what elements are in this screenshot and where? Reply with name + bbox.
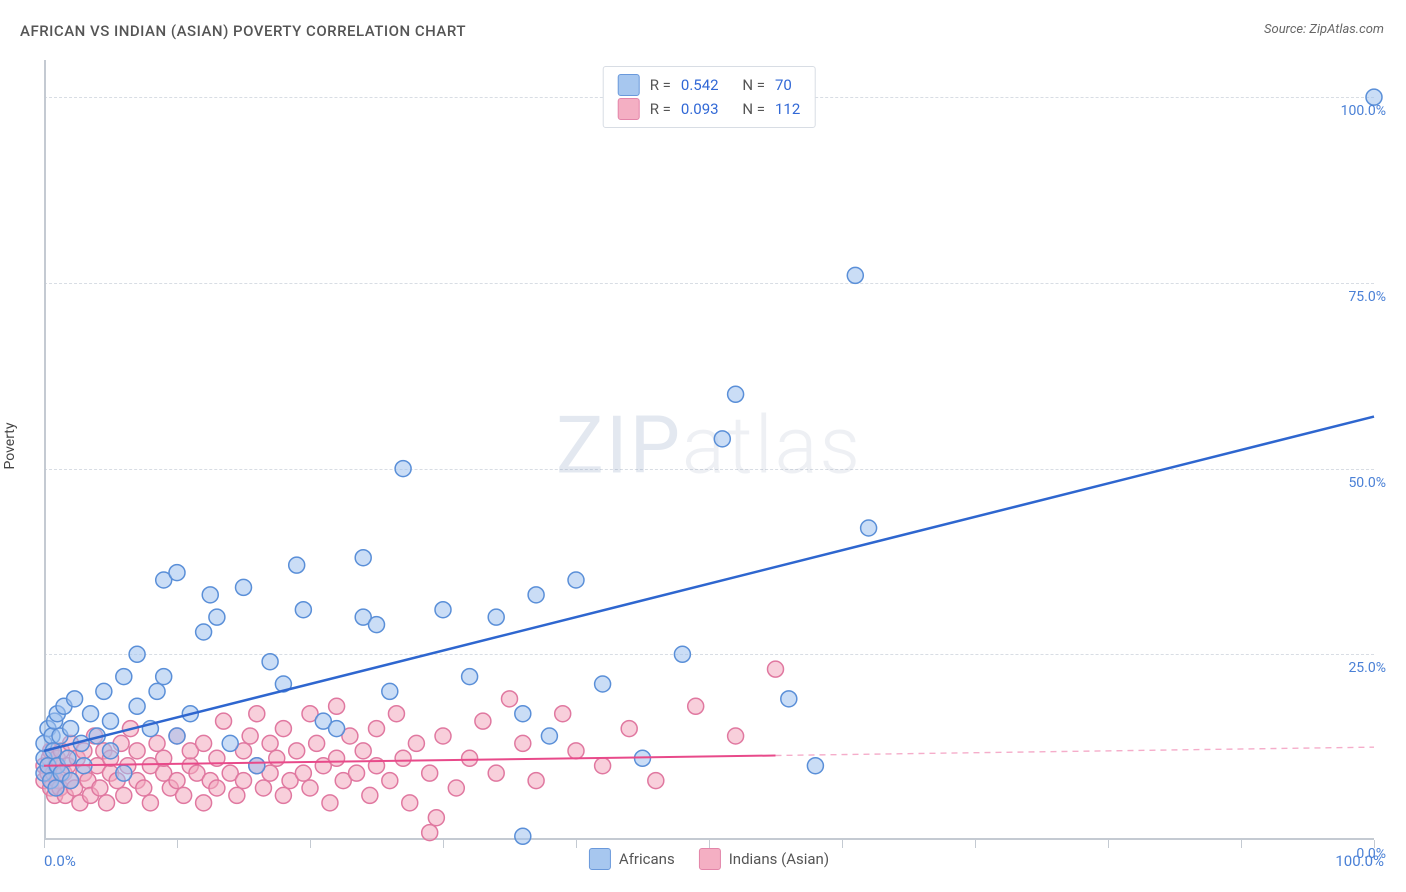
r-label: R = — [650, 97, 671, 121]
source-attribution: Source: ZipAtlas.com — [1264, 22, 1384, 37]
legend-label-africans: Africans — [619, 850, 675, 868]
plot-area: ZIPatlas R = 0.542 N = 70 R = 0.093 N = … — [44, 60, 1374, 840]
swatch-africans-icon — [618, 74, 640, 96]
y-tick-label: 50.0% — [1348, 475, 1386, 491]
n-label: N = — [742, 97, 765, 121]
series-legend: Africans Indians (Asian) — [589, 848, 829, 870]
legend-label-indians: Indians (Asian) — [729, 850, 829, 868]
y-tick-label: 25.0% — [1348, 660, 1386, 676]
r-value-indians: 0.093 — [681, 97, 719, 121]
r-label: R = — [650, 73, 671, 97]
y-tick-label: 75.0% — [1348, 289, 1386, 305]
correlation-legend: R = 0.542 N = 70 R = 0.093 N = 112 — [603, 66, 816, 128]
n-value-indians: 112 — [775, 97, 800, 121]
swatch-indians-icon — [699, 848, 721, 870]
y-tick-label: 0.0% — [1356, 846, 1386, 862]
x-tick-0: 0.0% — [44, 852, 76, 870]
y-tick-label: 100.0% — [1341, 103, 1386, 119]
legend-item-indians: Indians (Asian) — [699, 848, 829, 870]
n-label: N = — [742, 73, 765, 97]
y-axis-label: Poverty — [2, 422, 18, 469]
swatch-indians-icon — [618, 98, 640, 120]
r-value-africans: 0.542 — [681, 73, 719, 97]
chart-title: AFRICAN VS INDIAN (ASIAN) POVERTY CORREL… — [20, 22, 466, 40]
n-value-africans: 70 — [775, 73, 792, 97]
swatch-africans-icon — [589, 848, 611, 870]
scatter-svg — [44, 60, 1374, 840]
legend-row-indians: R = 0.093 N = 112 — [618, 97, 801, 121]
legend-row-africans: R = 0.542 N = 70 — [618, 73, 801, 97]
legend-item-africans: Africans — [589, 848, 675, 870]
